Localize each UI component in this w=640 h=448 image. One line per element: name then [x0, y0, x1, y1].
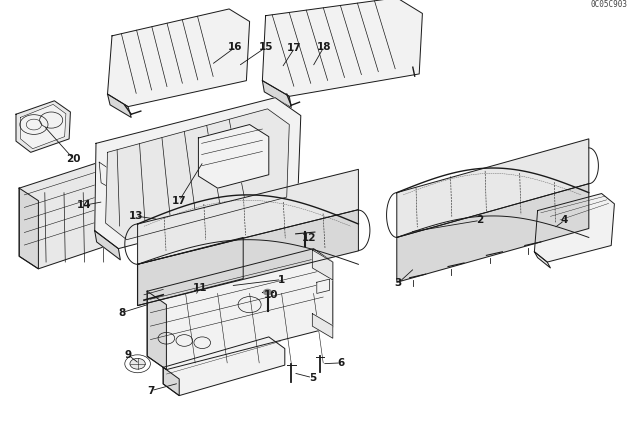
- Polygon shape: [317, 279, 330, 293]
- Text: 3: 3: [394, 278, 402, 288]
- Polygon shape: [19, 188, 38, 269]
- Text: 5: 5: [308, 373, 316, 383]
- Polygon shape: [95, 98, 301, 249]
- Polygon shape: [397, 139, 589, 237]
- Text: 15: 15: [259, 42, 273, 52]
- Polygon shape: [20, 104, 66, 149]
- Polygon shape: [312, 250, 333, 280]
- Polygon shape: [163, 367, 179, 396]
- Polygon shape: [262, 81, 291, 108]
- Text: 12: 12: [302, 233, 316, 243]
- Polygon shape: [19, 162, 118, 269]
- Polygon shape: [138, 210, 358, 306]
- Text: 2: 2: [476, 215, 484, 225]
- Polygon shape: [138, 237, 243, 306]
- Circle shape: [130, 358, 145, 369]
- Circle shape: [264, 289, 271, 295]
- Polygon shape: [163, 337, 285, 396]
- Polygon shape: [108, 94, 131, 117]
- Text: 13: 13: [129, 211, 143, 221]
- Polygon shape: [198, 125, 269, 188]
- Text: 17: 17: [172, 196, 186, 206]
- Text: 1: 1: [278, 275, 285, 284]
- Text: 0C05C903: 0C05C903: [590, 0, 627, 9]
- Polygon shape: [147, 249, 333, 370]
- Polygon shape: [147, 291, 166, 370]
- Text: 17: 17: [287, 43, 301, 53]
- Polygon shape: [397, 184, 589, 282]
- Polygon shape: [262, 0, 422, 96]
- Text: 14: 14: [77, 200, 92, 210]
- Polygon shape: [99, 162, 118, 193]
- Polygon shape: [95, 231, 120, 260]
- Text: 7: 7: [147, 386, 155, 396]
- Text: 16: 16: [228, 42, 243, 52]
- Polygon shape: [534, 252, 550, 268]
- Text: 20: 20: [67, 154, 81, 164]
- Polygon shape: [312, 314, 333, 338]
- Text: 10: 10: [264, 290, 278, 300]
- Text: 6: 6: [337, 358, 345, 368]
- Polygon shape: [108, 9, 250, 107]
- Polygon shape: [138, 169, 358, 264]
- Text: 9: 9: [124, 350, 132, 360]
- Text: 4: 4: [561, 215, 568, 225]
- Text: 11: 11: [193, 283, 207, 293]
- Text: 8: 8: [118, 308, 125, 318]
- Text: 18: 18: [317, 42, 331, 52]
- Polygon shape: [16, 101, 70, 152]
- Polygon shape: [106, 109, 289, 240]
- Polygon shape: [534, 194, 614, 262]
